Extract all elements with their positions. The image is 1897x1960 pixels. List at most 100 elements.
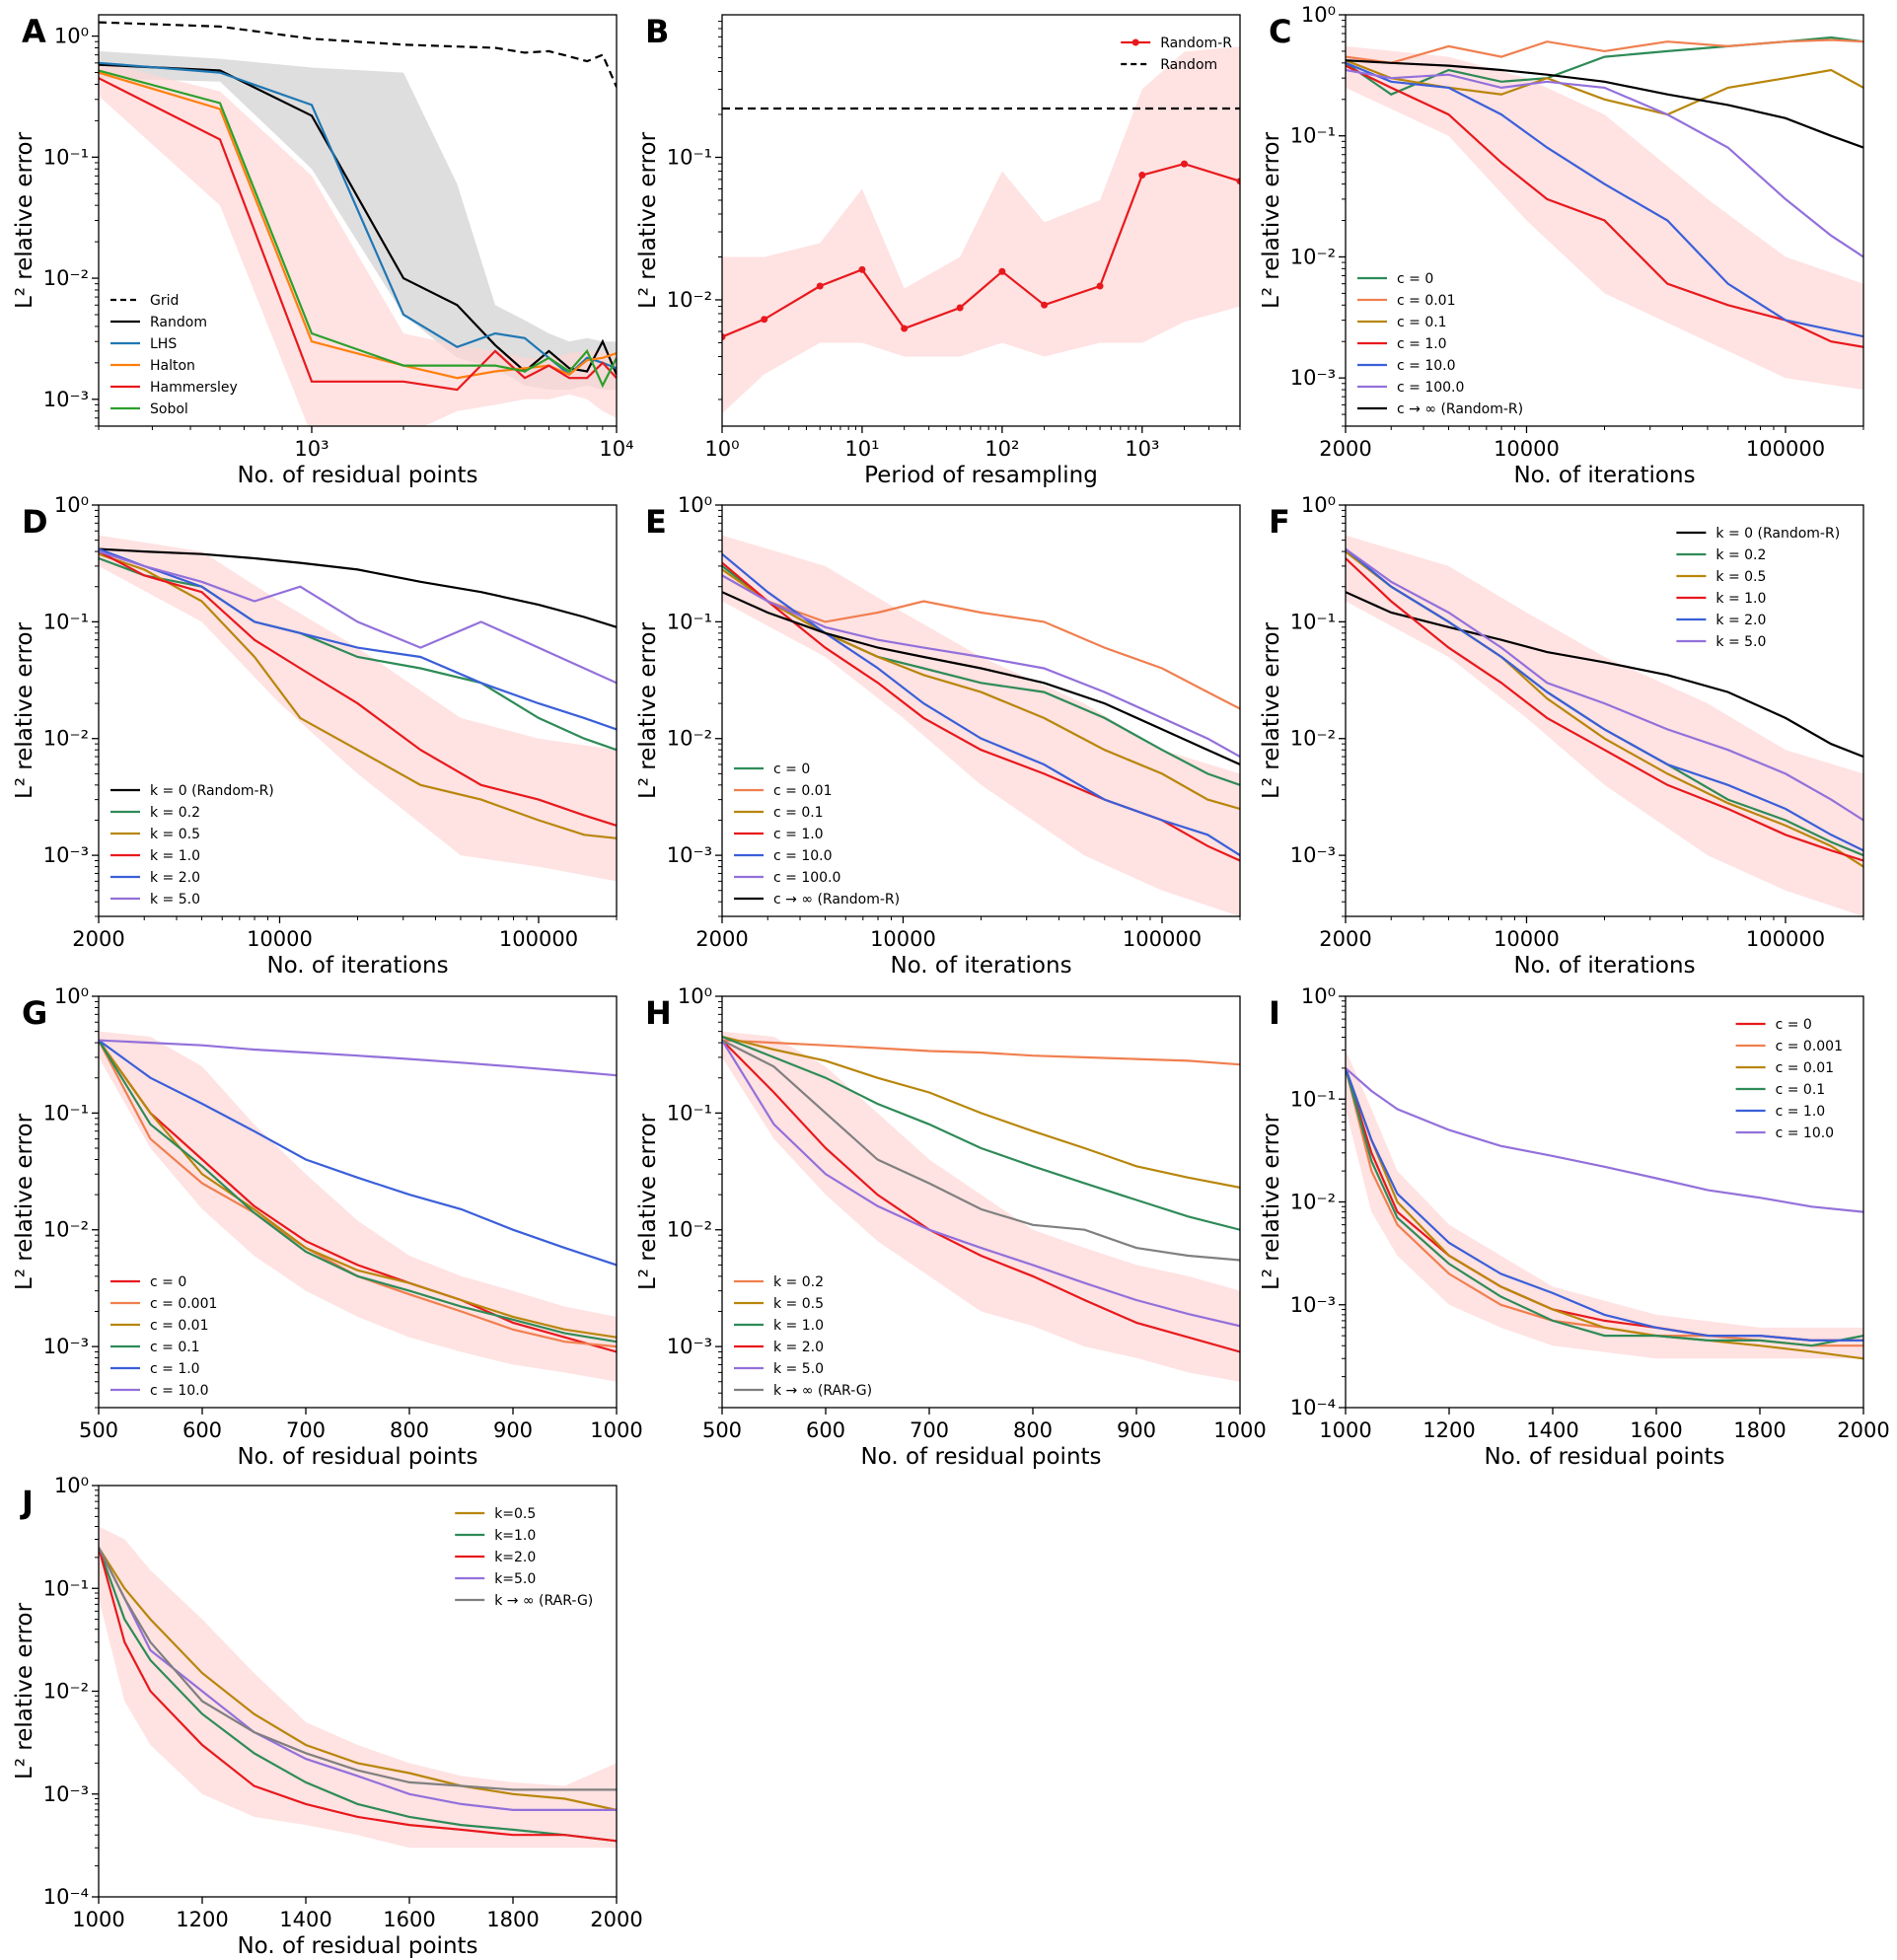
legend-entry: c = 0 [1397, 271, 1433, 287]
x-axis-label: No. of residual points [860, 1444, 1101, 1470]
legend: c = 0 c = 0.001 c = 0.01 c = 0.1 c = 1.0 c = … [110, 1274, 217, 1399]
series-line-d-4 [99, 547, 617, 731]
series-line-f-4 [1346, 547, 1863, 852]
legend-entry: k = 0 (Random-R) [150, 783, 274, 799]
legend-entry: c = 1.0 [1776, 1104, 1826, 1120]
series-line-e-1 [722, 574, 1240, 710]
series-line-d-3 [99, 550, 617, 827]
axes-frame [721, 995, 1241, 1409]
x-tick-label: 1000 [72, 1908, 124, 1931]
x-tick-label: 1800 [1733, 1418, 1786, 1442]
series-line-j-2 [99, 1547, 617, 1843]
legend-entry: k=1.0 [494, 1528, 536, 1544]
legend-entry: k = 0.5 [773, 1296, 824, 1312]
series-line-g-2 [99, 1039, 617, 1339]
x-tick-label: 1400 [279, 1908, 331, 1931]
legend-entry: c → ∞ (Random-R) [773, 892, 900, 907]
confidence-band [722, 535, 1240, 916]
y-tick-label: 10⁻¹ [1290, 610, 1336, 633]
legend-entry: c = 0.1 [1397, 315, 1447, 330]
series-line-h-5 [722, 1039, 1240, 1262]
y-axis-label: L² relative error [12, 1602, 37, 1779]
x-tick-label: 2000 [1319, 927, 1371, 951]
x-tick-label: 2000 [1837, 1418, 1889, 1442]
legend-entry: c = 10.0 [1397, 358, 1456, 374]
legend-entry: c = 0 [773, 762, 810, 777]
y-tick-label: 10⁻² [43, 1218, 89, 1242]
data-point [1138, 172, 1146, 180]
y-tick-label: 10⁻² [1290, 727, 1336, 751]
x-tick-label: 10³ [294, 437, 328, 461]
legend-entry: Hammersley [150, 380, 238, 396]
y-tick-label: 10⁻² [667, 727, 712, 751]
data-point [858, 265, 866, 273]
legend: k=0.5 k=1.0 k=2.0 k=5.0 k → ∞ (RAR-G) [455, 1506, 593, 1609]
x-tick-label: 10² [985, 437, 1019, 461]
y-tick-label: 10⁰ [54, 984, 89, 1008]
x-axis-label: No. of iterations [890, 953, 1071, 979]
series-line-a-0 [99, 21, 617, 88]
x-tick-label: 10⁰ [704, 437, 739, 461]
x-tick-label: 800 [1013, 1418, 1053, 1442]
legend-entry: k = 0 (Random-R) [1715, 526, 1840, 542]
x-tick-label: 10000 [1494, 437, 1560, 461]
x-tick-label: 1600 [1630, 1418, 1682, 1442]
x-tick-label: 800 [390, 1418, 429, 1442]
data-point [956, 304, 964, 312]
series-line-e-2 [722, 568, 1240, 811]
x-tick-label: 500 [702, 1418, 742, 1442]
legend-entry: k = 1.0 [1715, 591, 1766, 607]
series-line-a-1 [99, 63, 617, 376]
x-tick-label: 1000 [1213, 1418, 1266, 1442]
panel-label: H [645, 994, 672, 1032]
y-tick-label: 10⁰ [1301, 493, 1336, 517]
x-tick-label: 600 [182, 1418, 222, 1442]
y-tick-label: 10⁰ [54, 493, 89, 517]
y-tick-label: 10⁻⁴ [1290, 1396, 1336, 1419]
y-tick-label: 10⁻¹ [667, 145, 712, 169]
plot-area [99, 21, 617, 426]
data-point [816, 282, 824, 290]
y-axis-label: L² relative error [12, 131, 37, 309]
legend-entry: c = 100.0 [773, 870, 840, 886]
data-point [1236, 178, 1240, 185]
y-tick-label: 10⁻³ [1290, 1293, 1336, 1317]
legend-entry: Halton [150, 358, 195, 374]
series-line-c-6 [1346, 59, 1863, 149]
legend-entry: k=0.5 [494, 1506, 536, 1522]
panel-label: I [1269, 994, 1280, 1032]
legend: Random-R Random [1121, 36, 1232, 73]
axes-frame [721, 14, 1241, 427]
legend-entry: Random [150, 315, 207, 330]
x-axis-label: No. of residual points [237, 463, 477, 488]
y-axis-label: L² relative error [1259, 1113, 1284, 1290]
chart-panel-j: 1000 1200 1400 1600 1800 2000 10⁻⁴ 10⁻³ 10⁻² 10⁻¹… [12, 1474, 643, 1959]
x-tick-label: 2000 [1319, 437, 1371, 461]
legend-entry: k = 2.0 [773, 1340, 824, 1355]
data-point [1181, 160, 1189, 168]
legend-entry: c = 10.0 [1776, 1125, 1835, 1141]
legend: c = 0 c = 0.01 c = 0.1 c = 1.0 c = 10.0 c = 1… [734, 762, 900, 907]
series-line-c-4 [1346, 61, 1863, 338]
legend-entry: k = 1.0 [150, 848, 200, 864]
plot-area [99, 535, 617, 882]
legend-entry: k → ∞ (RAR-G) [494, 1593, 593, 1609]
y-axis-label: L² relative error [12, 621, 37, 799]
y-tick-label: 10⁰ [678, 984, 712, 1008]
y-tick-label: 10⁻³ [667, 843, 712, 867]
y-tick-label: 10⁻¹ [43, 145, 89, 169]
y-tick-label: 10⁻³ [43, 843, 89, 867]
legend-entry: c = 1.0 [1397, 336, 1447, 352]
x-tick-label: 10⁴ [599, 437, 633, 461]
y-tick-label: 10⁰ [678, 493, 712, 517]
x-tick-label: 1000 [1319, 1418, 1371, 1442]
x-tick-label: 1400 [1526, 1418, 1578, 1442]
y-tick-label: 10⁰ [54, 25, 89, 48]
legend-entry: k = 0.2 [773, 1274, 824, 1290]
legend-entry: c = 0.1 [1776, 1082, 1826, 1098]
legend-entry: c = 0.01 [150, 1318, 209, 1334]
panel-label: C [1269, 13, 1291, 50]
x-tick-label: 100000 [499, 927, 578, 951]
series-line-f-0 [1346, 591, 1863, 759]
